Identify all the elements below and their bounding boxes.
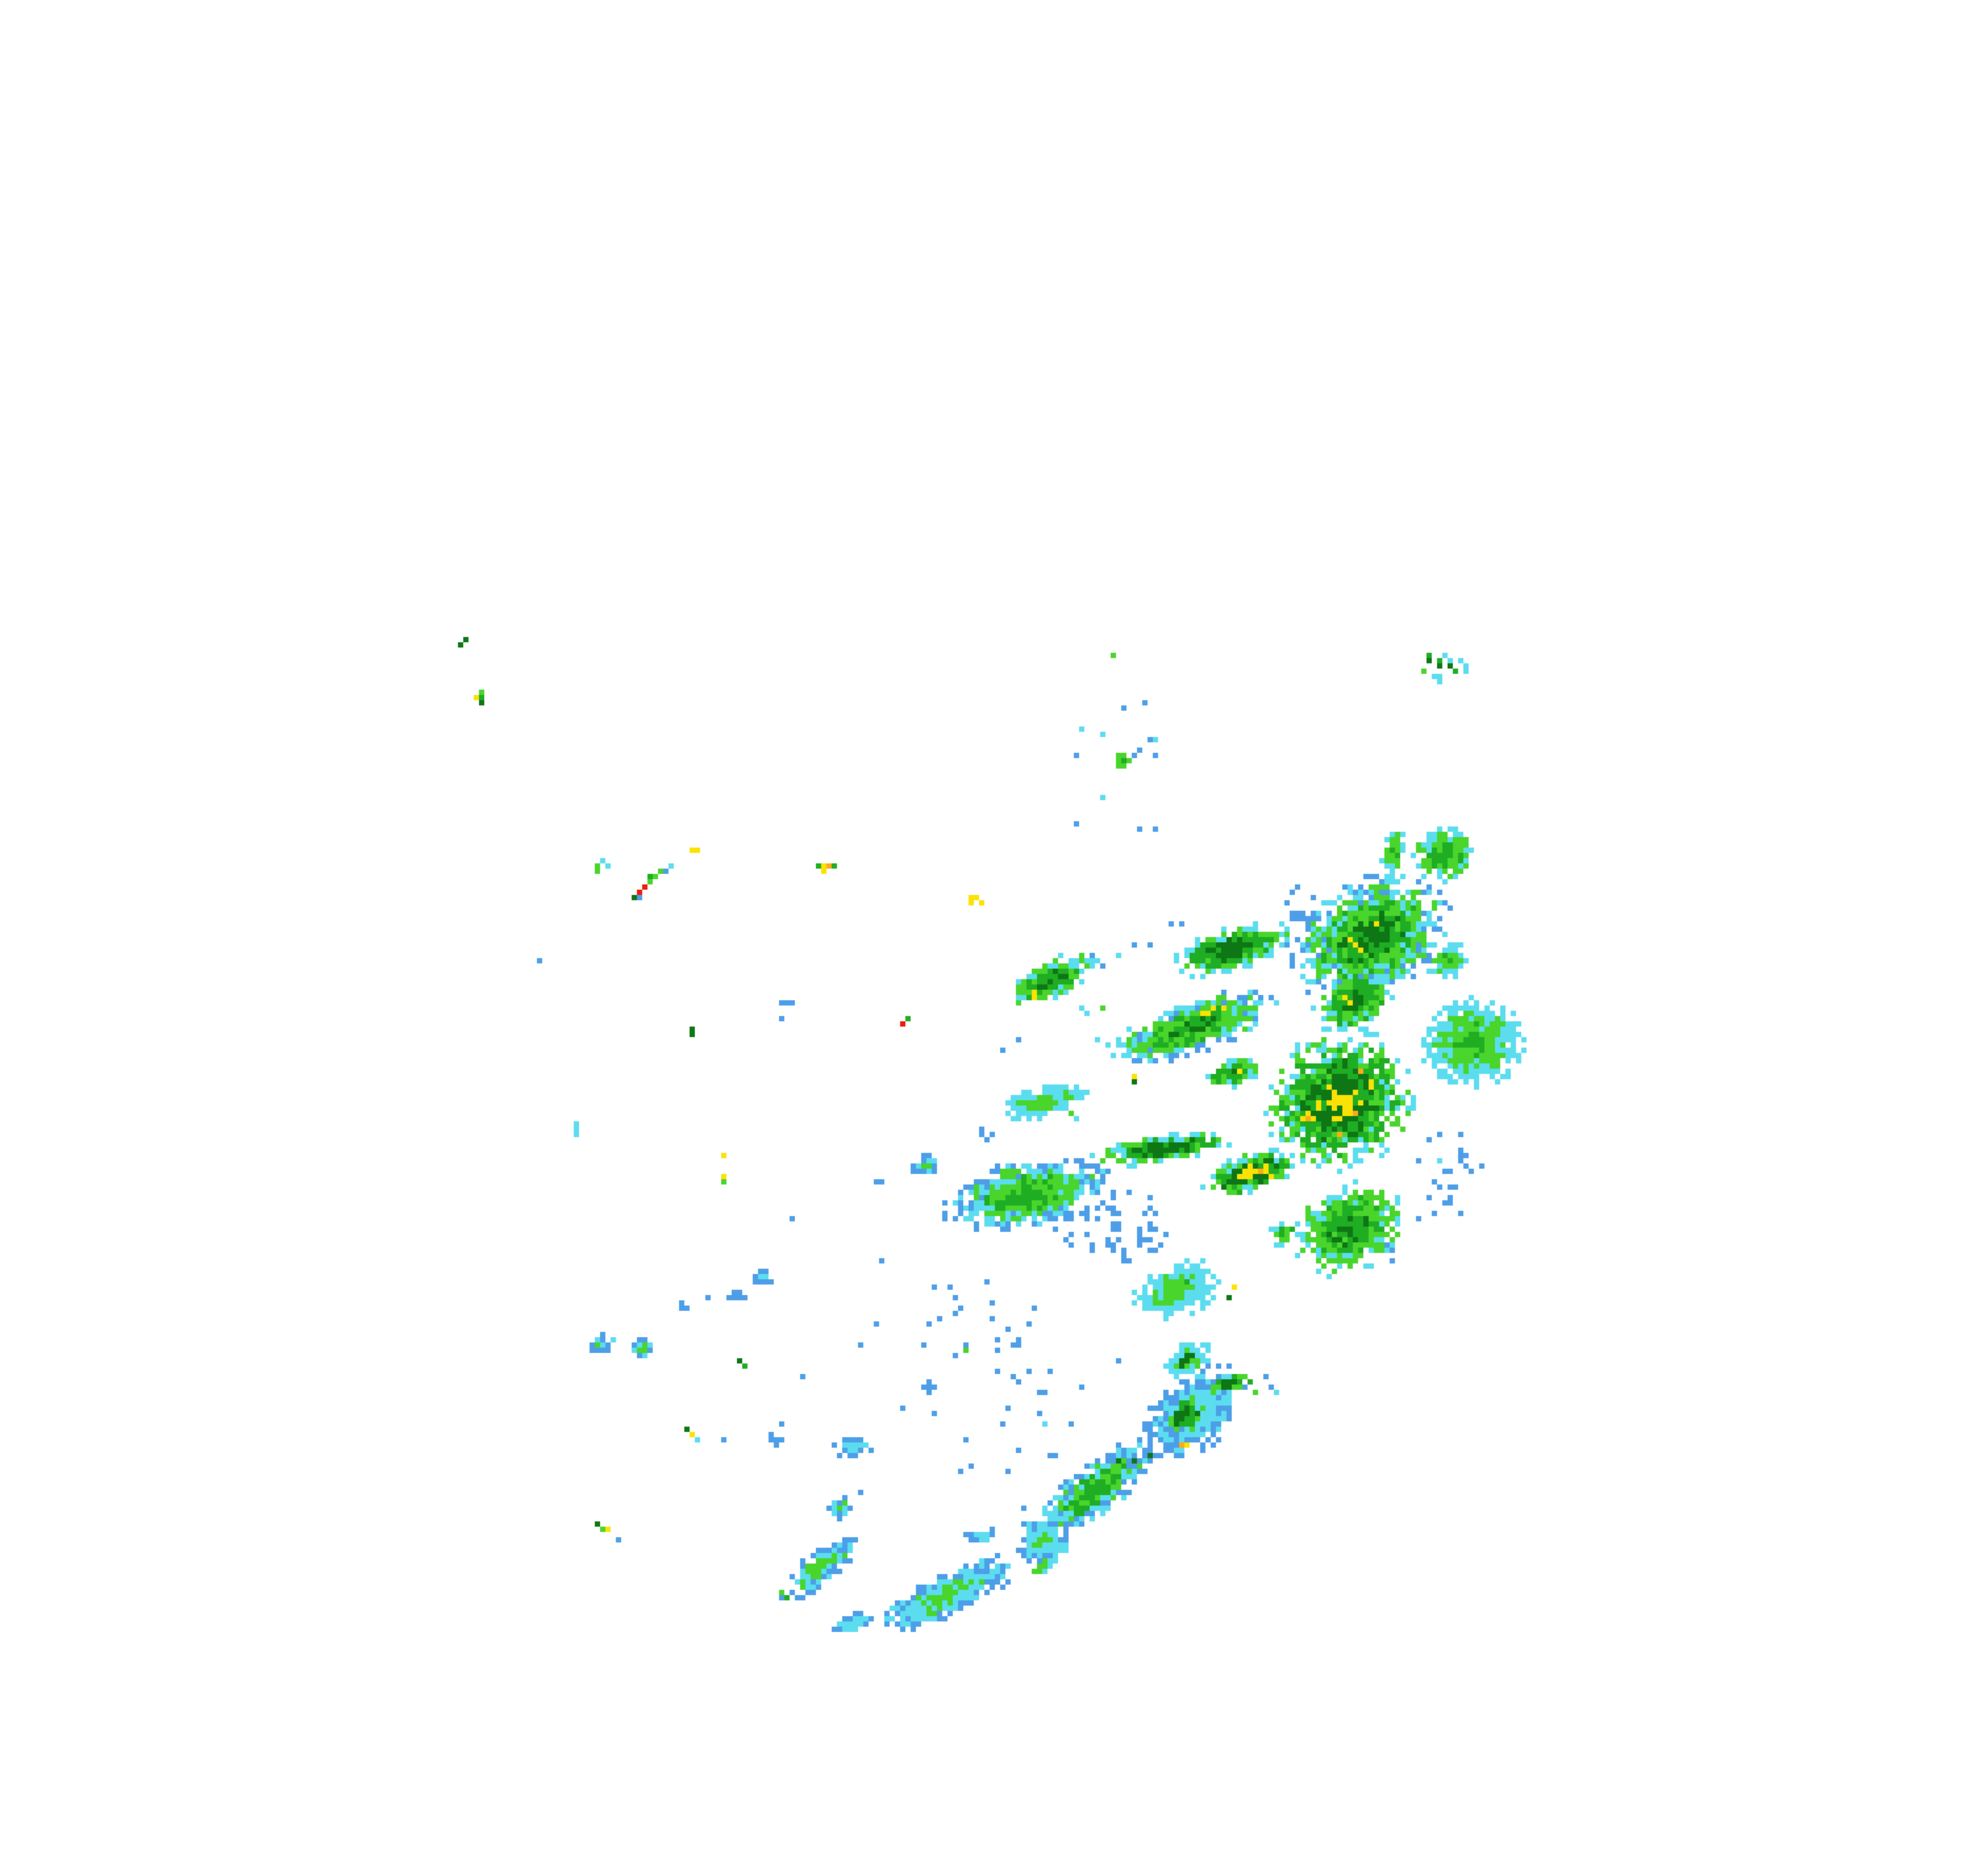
precipitation-radar-layer (0, 0, 1988, 1875)
radar-viewport (0, 0, 1988, 1875)
